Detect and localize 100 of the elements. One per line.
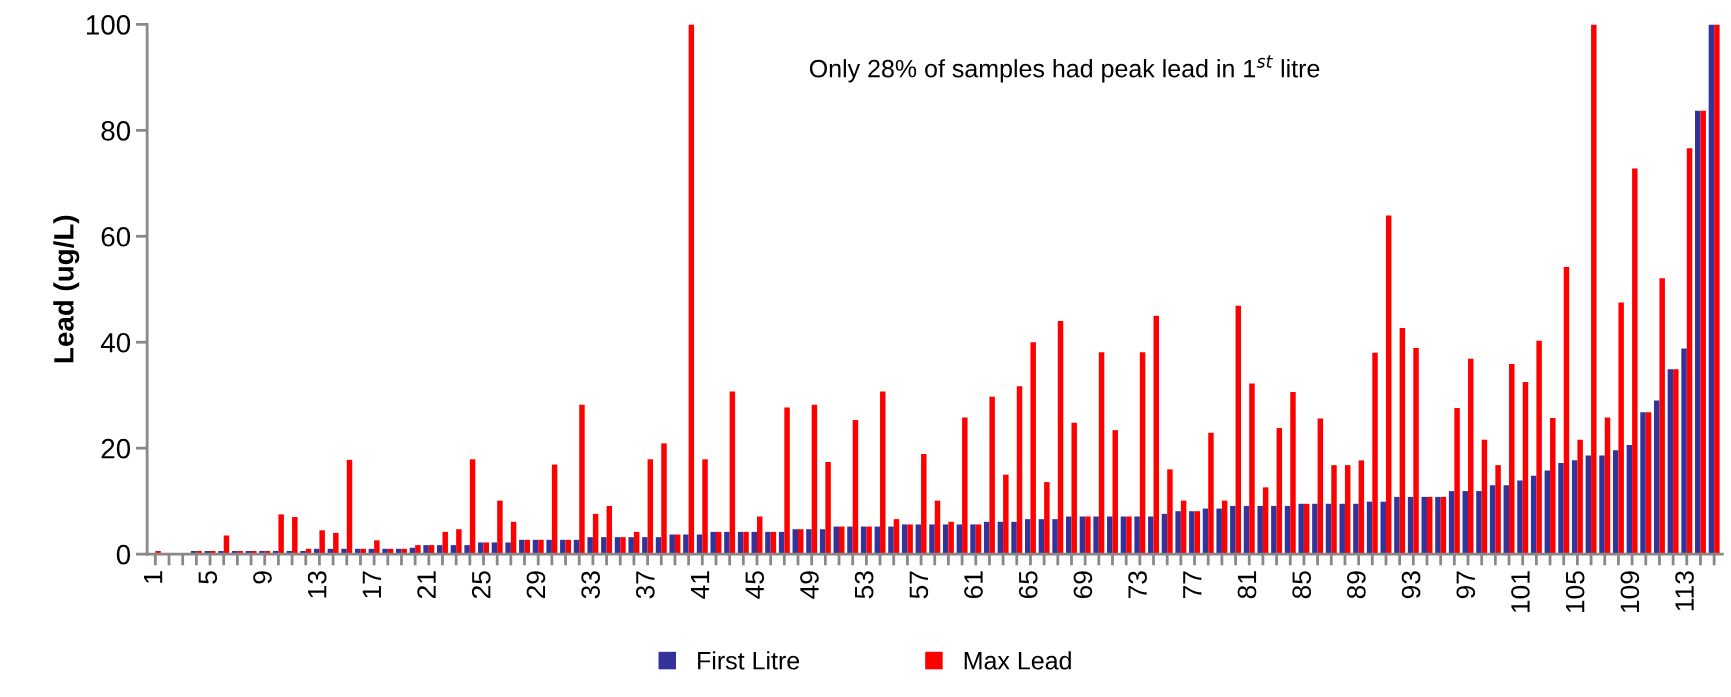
x-tick-label: 65 (1018, 571, 1038, 599)
bar (975, 524, 982, 555)
bar (1312, 503, 1318, 555)
bar (1530, 475, 1537, 555)
bar (929, 524, 935, 555)
bar (702, 459, 708, 555)
bar (1550, 417, 1556, 555)
bar (1413, 348, 1419, 555)
bar (1599, 455, 1605, 555)
bar (1358, 460, 1365, 555)
x-tick-label: 97 (1456, 571, 1476, 599)
bar (1695, 110, 1701, 555)
x-tick-label: 41 (690, 571, 710, 599)
bar (1626, 444, 1633, 555)
bar (1653, 400, 1660, 555)
x-tick-label: 37 (635, 571, 655, 599)
bar (852, 420, 859, 555)
annotation: Only 28% of samples had peak lead in 1$^{st}$ litre (809, 55, 1320, 83)
bar (901, 524, 908, 555)
bar (1544, 470, 1551, 555)
x-tick-label: 45 (745, 571, 765, 599)
bar (1167, 469, 1173, 555)
bar (880, 391, 886, 555)
bar (1134, 516, 1140, 555)
bar (1632, 168, 1638, 555)
bar (1563, 267, 1570, 555)
x-tick-label: 89 (1347, 571, 1366, 599)
bar (1448, 491, 1455, 555)
bar (560, 539, 566, 555)
y-tick-label: 80 (101, 121, 131, 141)
bar (1257, 505, 1263, 555)
bar (1262, 487, 1269, 555)
bar (1098, 352, 1105, 555)
bar (278, 514, 284, 555)
bar (1057, 321, 1064, 555)
bar (1189, 511, 1195, 555)
x-tick-label: 17 (362, 571, 381, 598)
bar (1011, 521, 1017, 555)
x-tick-label: 29 (526, 571, 546, 599)
bar (669, 534, 675, 555)
x-tick-label: 53 (854, 571, 874, 599)
x-tick-label: 57 (909, 571, 929, 599)
bar (1230, 505, 1236, 555)
bar (688, 24, 695, 555)
bar (519, 539, 525, 555)
bar (601, 537, 607, 555)
bar (1673, 369, 1679, 555)
bar (942, 524, 949, 555)
bar (1645, 412, 1652, 555)
bar (1399, 327, 1406, 555)
x-tick-label: 21 (417, 571, 436, 599)
bar (811, 404, 818, 555)
bar (866, 526, 872, 555)
bar (319, 530, 325, 555)
bar (551, 464, 558, 555)
bar (587, 537, 593, 555)
x-tick-label: 109 (1620, 571, 1640, 613)
x-tick-label: 9 (253, 571, 272, 584)
bar (847, 526, 853, 555)
bar (661, 443, 667, 555)
bar (1489, 485, 1496, 555)
bar (1577, 439, 1583, 555)
bar (1585, 455, 1592, 555)
bar (374, 540, 380, 555)
bar (1216, 508, 1222, 555)
bar (1372, 352, 1378, 555)
bar (415, 545, 421, 555)
bar (1700, 110, 1706, 555)
bar (1509, 363, 1515, 555)
bar (1003, 474, 1009, 555)
bar (1271, 505, 1277, 555)
legend-label: First Litre (698, 651, 800, 670)
bar (1659, 278, 1665, 555)
x-tick-label: 101 (1511, 571, 1530, 613)
bar (1344, 465, 1351, 555)
bar (1591, 24, 1597, 555)
bar (464, 545, 470, 555)
legend-label: Max Lead (964, 651, 1071, 670)
x-tick-label: 93 (1401, 571, 1421, 599)
bar (806, 529, 812, 555)
bar (1339, 503, 1345, 555)
bar (683, 534, 689, 555)
x-tick-label: 1 (144, 571, 163, 583)
bar (1353, 503, 1359, 555)
bar (1276, 428, 1283, 555)
y-tick-label: 60 (101, 226, 131, 247)
bar (1468, 358, 1474, 555)
bar (442, 531, 448, 555)
bar (948, 521, 954, 555)
bar (888, 526, 894, 555)
bar (765, 531, 771, 555)
bar (1175, 511, 1181, 555)
bar (628, 537, 634, 555)
bar (1016, 386, 1023, 555)
bar (921, 454, 927, 555)
bar (1686, 148, 1693, 555)
x-tick-label: 49 (800, 571, 819, 599)
bar (1317, 418, 1324, 555)
bar (1112, 430, 1118, 555)
y-axis-title: Lead (ug/L) (53, 215, 80, 363)
